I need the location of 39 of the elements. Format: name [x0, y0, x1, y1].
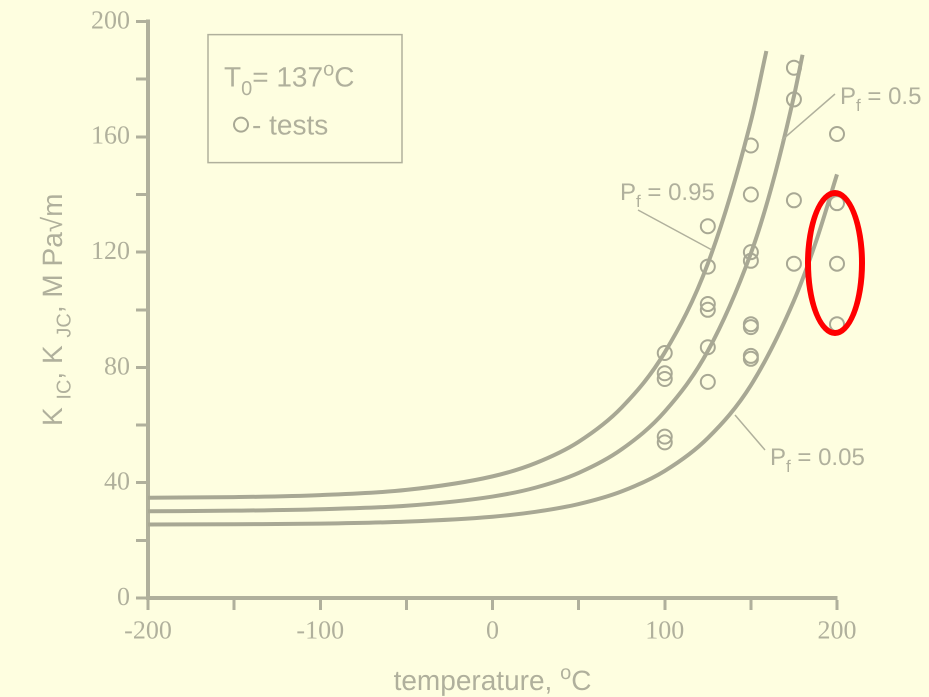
point — [742, 252, 759, 269]
y-tick-label: 80 — [104, 351, 130, 380]
point — [742, 244, 759, 260]
x-tick-label: -100 — [296, 615, 344, 644]
point — [786, 60, 802, 76]
point — [742, 319, 759, 336]
point — [742, 348, 759, 364]
point — [700, 339, 716, 356]
point — [656, 345, 673, 362]
point — [829, 256, 845, 272]
point — [700, 218, 716, 234]
point — [700, 296, 716, 312]
point — [700, 258, 716, 275]
point — [656, 370, 673, 387]
point — [656, 428, 673, 445]
y-tick-label: 120 — [91, 236, 130, 265]
point — [742, 316, 759, 332]
point — [829, 195, 845, 212]
point — [656, 434, 673, 450]
x-tick-label: 100 — [645, 615, 684, 644]
point — [786, 256, 802, 272]
point — [700, 374, 716, 390]
y-tick-label: 0 — [117, 582, 130, 611]
point — [829, 126, 845, 142]
x-tick-label: 0 — [486, 615, 499, 644]
point — [786, 192, 802, 208]
y-tick-label: 160 — [91, 120, 130, 150]
point — [742, 186, 759, 203]
point — [742, 138, 759, 154]
y-tick-label: 200 — [91, 5, 130, 34]
point — [742, 350, 759, 367]
point — [700, 302, 716, 318]
point — [656, 365, 673, 382]
x-tick-label: -200 — [124, 615, 172, 644]
x-tick-label: 200 — [818, 615, 856, 644]
y-tick-label: 40 — [104, 466, 130, 496]
point — [786, 91, 802, 108]
y-axis-title: K IC, K JC, M Pa√m — [37, 194, 76, 426]
legend-label: - tests — [252, 110, 328, 141]
